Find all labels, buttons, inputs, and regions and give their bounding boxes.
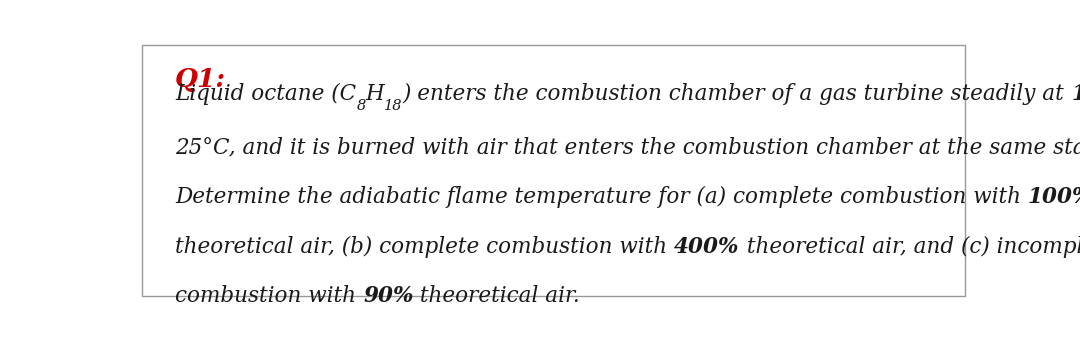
Text: theoretical air, and (c) incomplete: theoretical air, and (c) incomplete	[740, 236, 1080, 258]
Text: 25°C, and it is burned with air that enters the combustion chamber at the same s: 25°C, and it is burned with air that ent…	[175, 137, 1080, 159]
FancyBboxPatch shape	[141, 45, 966, 296]
Text: combustion with: combustion with	[175, 285, 363, 307]
Text: 90%: 90%	[363, 285, 414, 307]
Text: 8: 8	[356, 99, 365, 113]
Text: 400%: 400%	[674, 236, 740, 258]
Text: Liquid octane (C: Liquid octane (C	[175, 83, 356, 105]
Text: ) enters the combustion chamber of a gas turbine steadily at: ) enters the combustion chamber of a gas…	[403, 83, 1071, 105]
Text: theoretical air.: theoretical air.	[414, 285, 580, 307]
Text: Determine the adiabatic flame temperature for (a) complete combustion with: Determine the adiabatic flame temperatur…	[175, 186, 1028, 208]
Text: Q1:: Q1:	[175, 67, 227, 92]
Text: theoretical air, (b) complete combustion with: theoretical air, (b) complete combustion…	[175, 236, 674, 258]
Text: 100%: 100%	[1028, 186, 1080, 208]
Text: H: H	[365, 83, 384, 105]
Text: 18: 18	[384, 99, 403, 113]
Text: 1: 1	[1071, 83, 1080, 105]
